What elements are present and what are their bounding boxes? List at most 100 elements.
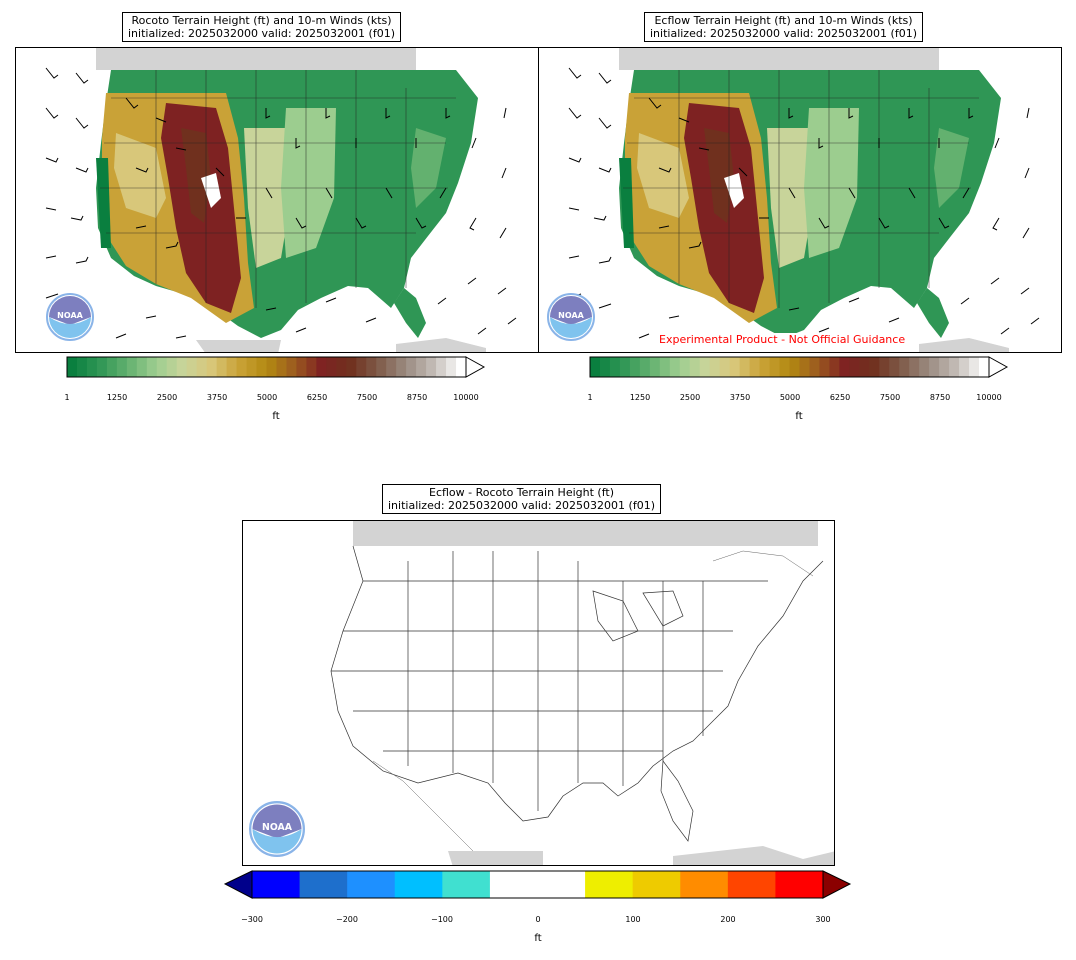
colorbar-bin (809, 357, 820, 377)
panel1-tick: 1 (64, 393, 70, 402)
colorbar-bin (929, 357, 940, 377)
colorbar-bin (739, 357, 751, 377)
colorbar-bin (366, 357, 377, 377)
colorbar-bin (689, 357, 701, 377)
terrain-map-ecflow-graphic (539, 48, 1061, 352)
colorbar-bin (489, 871, 538, 898)
panel2-colorbar-units: ft (795, 411, 803, 422)
colorbar-bin (609, 357, 621, 377)
panel3-colorbar-extend-max (822, 870, 852, 899)
noaa-logo: NOAA (249, 801, 305, 857)
panel2-tick: 8750 (929, 393, 951, 402)
panel2-tick: 3750 (729, 393, 751, 402)
panel3-title-line2: initialized: 2025032000 valid: 202503200… (388, 499, 655, 512)
colorbar-bin (296, 357, 307, 377)
colorbar-bin (326, 357, 337, 377)
panel1-tick: 2500 (156, 393, 178, 402)
panel3-colorbar-units: ft (534, 933, 542, 944)
colorbar-bin (116, 357, 128, 377)
colorbar-bin (446, 357, 457, 377)
panel2-tick: 1250 (629, 393, 651, 402)
colorbar-bin (76, 357, 88, 377)
colorbar-bin (316, 357, 327, 377)
panel1-title: Rocoto Terrain Height (ft) and 10-m Wind… (122, 12, 401, 42)
map-content (16, 48, 538, 352)
experimental-product-label: Experimental Product - Not Official Guid… (657, 333, 908, 346)
map-content (539, 48, 1061, 352)
noaa-logo: NOAA (547, 293, 595, 341)
panel1-title-line1: Rocoto Terrain Height (ft) and 10-m Wind… (131, 14, 392, 27)
colorbar-bin (246, 357, 258, 377)
panel1-tick: 10000 (453, 393, 479, 402)
panel1-title-line2: initialized: 2025032000 valid: 202503200… (128, 27, 395, 40)
panel2-tick: 1 (587, 393, 593, 402)
colorbar-bin (86, 357, 98, 377)
terrain-map-rocoto-graphic (16, 48, 538, 352)
panel1-tick: 3750 (206, 393, 228, 402)
colorbar-bin (356, 357, 367, 377)
colorbar-bin (67, 357, 78, 377)
colorbar-bin (632, 871, 681, 898)
panel2-tick: 7500 (879, 393, 901, 402)
colorbar-bin (156, 357, 168, 377)
colorbar-bin (829, 357, 840, 377)
colorbar-bin (226, 357, 238, 377)
colorbar-bin (699, 357, 711, 377)
colorbar-bin (749, 357, 761, 377)
panel3-tick: 0 (535, 915, 541, 924)
colorbar-bin (176, 357, 188, 377)
noaa-logo-text: NOAA (262, 822, 293, 833)
colorbar-bin (629, 357, 641, 377)
colorbar-bin (136, 357, 148, 377)
panel3-tick: 100 (625, 915, 641, 924)
panel3-tick: −200 (336, 915, 358, 924)
colorbar-bin (680, 871, 729, 898)
colorbar-bin (106, 357, 118, 377)
colorbar-bin (727, 871, 776, 898)
panel3-tick: 300 (815, 915, 831, 924)
colorbar-bin (126, 357, 138, 377)
panel3-tick: −300 (241, 915, 263, 924)
colorbar-bin (376, 357, 387, 377)
colorbar-bin (347, 871, 396, 898)
colorbar-bin (775, 871, 824, 898)
panel1-tick: 6250 (306, 393, 328, 402)
colorbar-bin (96, 357, 108, 377)
colorbar-bin (146, 357, 158, 377)
colorbar-bin (537, 871, 586, 898)
colorbar-bin (426, 357, 437, 377)
panel2-colorbar (589, 356, 1009, 378)
panel2-tick: 5000 (779, 393, 801, 402)
panel3-colorbar-bins (252, 871, 824, 898)
panel2-tick: 2500 (679, 393, 701, 402)
colorbar-bin (166, 357, 178, 377)
panel3-tick: −100 (431, 915, 453, 924)
colorbar-bin (619, 357, 631, 377)
noaa-logo: NOAA (46, 293, 94, 341)
panel3-title: Ecflow - Rocoto Terrain Height (ft) init… (382, 484, 661, 514)
colorbar-bin (679, 357, 691, 377)
colorbar-bin (819, 357, 830, 377)
colorbar-bin (236, 357, 248, 377)
colorbar-bin (719, 357, 731, 377)
noaa-logo-text: NOAA (57, 311, 83, 320)
panel2-tick: 10000 (976, 393, 1002, 402)
wind-barbs (45, 67, 517, 339)
panel2-title: Ecflow Terrain Height (ft) and 10-m Wind… (644, 12, 923, 42)
colorbar-bin (789, 357, 800, 377)
noaa-logo-text: NOAA (558, 311, 584, 320)
colorbar-bin (196, 357, 208, 377)
colorbar-bin (919, 357, 930, 377)
terrain-map-ecflow: NOAA (538, 47, 1062, 353)
colorbar-bin (186, 357, 198, 377)
colorbar-bin (252, 871, 301, 898)
colorbar-bin (206, 357, 218, 377)
colorbar-bin (590, 357, 601, 377)
colorbar-bin (669, 357, 681, 377)
colorbar-bin (969, 357, 980, 377)
colorbar-bin (266, 357, 277, 377)
colorbar-bin (869, 357, 880, 377)
panel1-tick: 5000 (256, 393, 278, 402)
panel3-title-line1: Ecflow - Rocoto Terrain Height (ft) (429, 486, 614, 499)
panel3-colorbar-extend-min (224, 870, 253, 899)
